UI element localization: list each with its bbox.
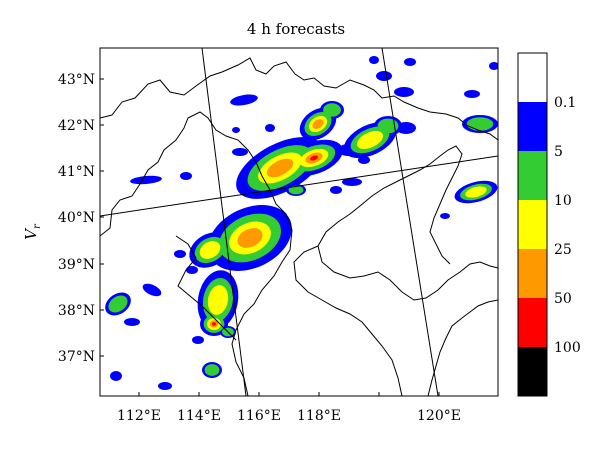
lat-label-41n: 41°N	[58, 164, 95, 180]
field-cell	[108, 295, 128, 313]
field-cell	[212, 322, 216, 326]
field-cell	[180, 172, 192, 180]
field-cell	[199, 241, 221, 259]
graticule-line-120e	[381, 48, 439, 396]
field-cell	[489, 62, 498, 70]
lat-label-37n: 37°N	[58, 349, 95, 365]
colorbar-bin-2	[518, 151, 547, 200]
colorbar-label-10: 10	[554, 193, 572, 209]
lon-label-112e: 112°E	[117, 408, 161, 424]
lat-label-42n: 42°N	[58, 118, 95, 134]
field-cell	[330, 186, 342, 194]
field-cell	[309, 155, 319, 161]
field-cell	[232, 148, 248, 156]
svg-text:Vr: Vr	[22, 223, 43, 240]
colorbar-bin-4	[518, 249, 547, 298]
field-cell	[192, 336, 204, 344]
longitude-labels: 112°E 114°E 116°E 118°E 120°E	[117, 408, 461, 424]
graticule-line-40n	[100, 155, 498, 217]
field-cell	[250, 231, 262, 241]
field-cell	[465, 186, 487, 198]
colorbar-label-25: 25	[554, 242, 572, 258]
field-cell	[186, 266, 198, 274]
field-cell	[230, 94, 258, 106]
colorbar-bin-3	[518, 200, 547, 249]
colorbar-bin-5	[518, 298, 547, 347]
field-cell	[376, 71, 392, 81]
lon-label-114e: 114°E	[177, 408, 221, 424]
field-cell	[266, 158, 294, 178]
colorbar-bin-1	[518, 102, 547, 151]
field-cell	[369, 56, 379, 64]
field-cell	[204, 364, 220, 376]
y-axis-label-sub: r	[32, 223, 43, 229]
latitude-labels: 43°N 42°N 41°N 40°N 39°N 38°N 37°N	[58, 72, 95, 365]
map-background	[100, 48, 498, 396]
lat-label-40n: 40°N	[58, 210, 95, 226]
field-cell	[440, 213, 450, 219]
shandong-coastline	[427, 299, 498, 396]
longitude-ticks	[138, 392, 440, 396]
field-cell	[207, 285, 229, 315]
precipitation-field	[105, 56, 498, 390]
field-cell	[158, 382, 172, 390]
field-cell	[130, 175, 162, 185]
colorbar-label-50: 50	[554, 291, 572, 307]
field-cell	[124, 318, 140, 326]
colorbar-label-100: 100	[554, 340, 581, 356]
map-frame	[99, 47, 499, 397]
province-border-central	[231, 161, 293, 396]
field-cell	[288, 185, 304, 195]
field-cell	[356, 130, 384, 150]
province-border-south	[175, 235, 237, 341]
province-border-west	[100, 111, 257, 237]
colorbar: 0.1 5 10 25 50 100	[517, 52, 581, 397]
field-cell	[358, 156, 370, 164]
latitude-ticks	[100, 78, 104, 357]
field-cell	[323, 103, 341, 117]
colorbar-bin-6	[518, 347, 547, 396]
map-area	[99, 47, 499, 397]
field-cell	[377, 118, 399, 134]
field-cell	[464, 90, 480, 98]
lon-label-120e: 120°E	[417, 408, 461, 424]
lat-label-43n: 43°N	[58, 72, 95, 88]
colorbar-label-5: 5	[554, 144, 563, 160]
field-level-5	[212, 155, 319, 326]
field-cell	[466, 117, 494, 131]
field-cell	[174, 250, 186, 258]
y-axis-label: Vr	[22, 223, 43, 240]
field-cell	[404, 58, 416, 66]
coastline-borders	[100, 57, 498, 396]
field-cell	[342, 178, 362, 186]
field-cell	[394, 87, 414, 97]
lon-label-116e: 116°E	[237, 408, 281, 424]
inland-border-east	[293, 245, 403, 396]
bohai-coastline	[317, 181, 498, 301]
field-cell	[265, 124, 275, 132]
y-axis-label-main: V	[22, 227, 40, 240]
liaodong-coastline	[395, 145, 463, 265]
map-title: 4 h forecasts	[247, 20, 345, 38]
colorbar-bin-0	[518, 53, 547, 102]
field-cell	[142, 283, 162, 297]
lat-label-38n: 38°N	[58, 303, 95, 319]
province-border-north	[100, 57, 498, 141]
field-cell	[312, 119, 324, 129]
field-cell	[110, 371, 122, 381]
graticule-line-115e	[201, 48, 247, 396]
lon-label-118e: 118°E	[297, 408, 341, 424]
colorbar-frame	[517, 52, 548, 397]
field-cell	[232, 127, 240, 133]
colorbar-label-0-1: 0.1	[554, 95, 576, 111]
lat-label-39n: 39°N	[58, 257, 95, 273]
graticule	[100, 48, 498, 396]
field-cell	[396, 122, 416, 134]
